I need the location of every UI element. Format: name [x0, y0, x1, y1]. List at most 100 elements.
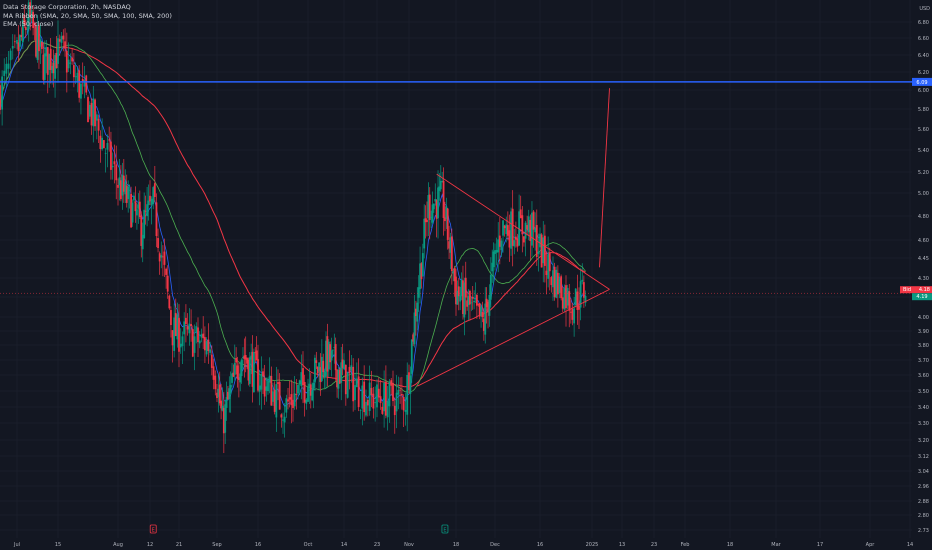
- candle-body[interactable]: [288, 397, 291, 400]
- candle-body[interactable]: [0, 85, 1, 110]
- candle-body[interactable]: [469, 290, 471, 305]
- candle-body[interactable]: [33, 23, 36, 25]
- candle-body[interactable]: [582, 282, 585, 298]
- candle-body[interactable]: [243, 355, 246, 359]
- candle-body[interactable]: [174, 313, 177, 336]
- candle-body[interactable]: [315, 360, 318, 364]
- candle-body[interactable]: [40, 42, 43, 49]
- time-axis[interactable]: Jul 15 Aug 12 21 Sep 16 Oct 14 23 Nov 18 Dec 16 2025 13…: [0, 538, 932, 550]
- candle-body[interactable]: [409, 375, 412, 394]
- candle-body[interactable]: [1, 76, 4, 110]
- candle-body[interactable]: [227, 391, 229, 400]
- candle-body[interactable]: [122, 175, 125, 192]
- candle-body[interactable]: [576, 291, 579, 310]
- candle-body[interactable]: [560, 276, 563, 299]
- candle-body[interactable]: [338, 369, 341, 384]
- candle-body[interactable]: [293, 393, 296, 407]
- candle-body[interactable]: [62, 35, 65, 40]
- candle-body[interactable]: [424, 218, 427, 223]
- candle-body[interactable]: [553, 266, 556, 298]
- candle-body[interactable]: [581, 279, 584, 282]
- candle-body[interactable]: [434, 199, 437, 202]
- candle-body[interactable]: [529, 219, 532, 242]
- candle-body[interactable]: [258, 385, 261, 392]
- ma-ribbon-legend[interactable]: MA Ribbon (SMA, 20, SMA, 50, SMA, 100, S…: [3, 11, 172, 20]
- candle-body[interactable]: [166, 275, 169, 292]
- candle-body[interactable]: [474, 298, 477, 300]
- candle-body[interactable]: [399, 389, 402, 391]
- candle-body[interactable]: [35, 25, 37, 57]
- candle-body[interactable]: [117, 184, 119, 188]
- candle-body[interactable]: [268, 375, 271, 383]
- candle-body[interactable]: [325, 340, 327, 377]
- candle-body[interactable]: [282, 419, 284, 421]
- candle-body[interactable]: [363, 381, 366, 413]
- candle-body[interactable]: [318, 362, 320, 372]
- candle-body[interactable]: [379, 396, 382, 404]
- candle-body[interactable]: [487, 301, 489, 313]
- candle-body[interactable]: [19, 35, 21, 47]
- candle-body[interactable]: [138, 201, 141, 217]
- candle-body[interactable]: [320, 356, 323, 381]
- candle-body[interactable]: [305, 399, 308, 404]
- candle-body[interactable]: [432, 203, 435, 210]
- candle-body[interactable]: [250, 355, 253, 360]
- candle-body[interactable]: [200, 334, 203, 338]
- candle-body[interactable]: [481, 312, 484, 317]
- candle-body[interactable]: [316, 366, 319, 374]
- candle-body[interactable]: [198, 340, 201, 344]
- candle-body[interactable]: [157, 238, 159, 249]
- candle-body[interactable]: [478, 303, 481, 317]
- candle-body[interactable]: [516, 238, 519, 247]
- candle-body[interactable]: [550, 277, 553, 286]
- candle-body[interactable]: [463, 282, 466, 318]
- breakout-projection-line[interactable]: [599, 88, 610, 268]
- candle-body[interactable]: [519, 209, 522, 219]
- candle-body[interactable]: [51, 65, 54, 74]
- candle-body[interactable]: [88, 104, 91, 117]
- candle-body[interactable]: [205, 341, 208, 355]
- candle-body[interactable]: [540, 234, 543, 268]
- candle-body[interactable]: [128, 189, 131, 191]
- candle-body[interactable]: [233, 362, 236, 375]
- candle-body[interactable]: [555, 269, 558, 298]
- candle-body[interactable]: [102, 140, 105, 149]
- candle-body[interactable]: [334, 344, 337, 371]
- candle-body[interactable]: [441, 180, 444, 182]
- candle-body[interactable]: [402, 396, 405, 411]
- candle-body[interactable]: [149, 195, 151, 202]
- candle-body[interactable]: [111, 165, 114, 168]
- candle-body[interactable]: [153, 183, 156, 197]
- candle-body[interactable]: [195, 326, 198, 333]
- candle-body[interactable]: [449, 237, 452, 253]
- candle-body[interactable]: [565, 285, 567, 309]
- candle-body[interactable]: [72, 65, 75, 78]
- candle-body[interactable]: [260, 373, 263, 390]
- candle-body[interactable]: [110, 141, 112, 170]
- candle-body[interactable]: [539, 233, 541, 248]
- candle-body[interactable]: [104, 152, 107, 154]
- candle-body[interactable]: [54, 55, 56, 79]
- candle-body[interactable]: [308, 383, 311, 388]
- candle-body[interactable]: [209, 349, 211, 353]
- candle-body[interactable]: [421, 253, 424, 277]
- candle-body[interactable]: [179, 343, 182, 348]
- candle-body[interactable]: [467, 296, 470, 306]
- candle-body[interactable]: [412, 334, 415, 342]
- candle-body[interactable]: [445, 206, 448, 220]
- candle-body[interactable]: [267, 380, 269, 392]
- candle-body[interactable]: [384, 381, 387, 416]
- candle-body[interactable]: [400, 393, 403, 396]
- candle-body[interactable]: [521, 215, 524, 235]
- candle-body[interactable]: [377, 388, 380, 398]
- candle-body[interactable]: [505, 224, 508, 235]
- candle-body[interactable]: [406, 374, 409, 415]
- candle-body[interactable]: [344, 364, 347, 395]
- candle-body[interactable]: [108, 139, 111, 141]
- candle-body[interactable]: [477, 303, 480, 305]
- candle-body[interactable]: [471, 296, 474, 299]
- candle-body[interactable]: [527, 216, 530, 233]
- candle-body[interactable]: [327, 341, 330, 370]
- candle-body[interactable]: [397, 389, 400, 395]
